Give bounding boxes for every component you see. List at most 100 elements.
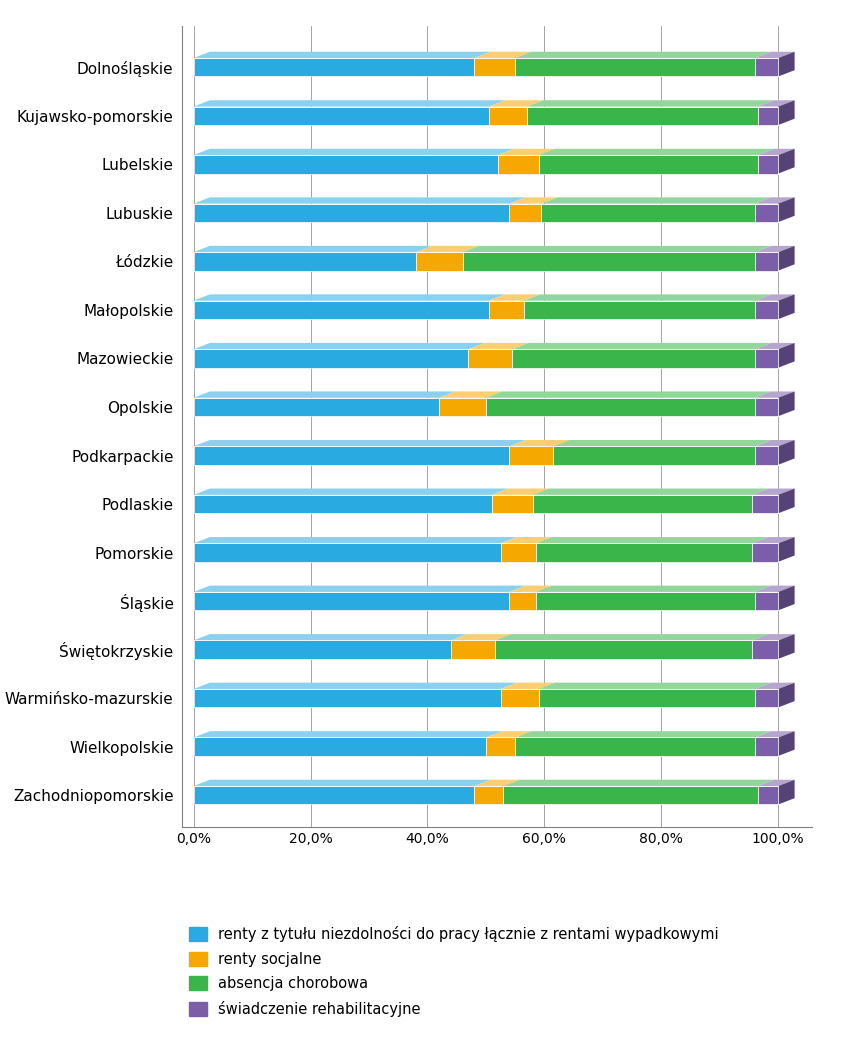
Polygon shape xyxy=(415,245,479,252)
Polygon shape xyxy=(489,294,541,301)
Polygon shape xyxy=(509,198,558,204)
Bar xyxy=(489,106,527,125)
Polygon shape xyxy=(758,780,794,786)
Bar xyxy=(489,301,524,319)
Bar xyxy=(194,446,509,465)
Polygon shape xyxy=(755,586,794,592)
Polygon shape xyxy=(778,682,794,707)
Polygon shape xyxy=(755,294,794,301)
Polygon shape xyxy=(489,100,543,106)
Polygon shape xyxy=(539,682,772,688)
Bar xyxy=(486,397,755,416)
Bar xyxy=(553,446,755,465)
Polygon shape xyxy=(553,440,772,446)
Polygon shape xyxy=(501,537,552,543)
Bar xyxy=(194,786,475,805)
Bar xyxy=(536,592,755,610)
Bar xyxy=(463,252,755,270)
Bar xyxy=(755,688,778,707)
Polygon shape xyxy=(539,149,774,155)
Polygon shape xyxy=(194,634,467,641)
Polygon shape xyxy=(778,149,794,174)
Polygon shape xyxy=(758,100,794,106)
Bar xyxy=(527,106,758,125)
Polygon shape xyxy=(527,100,774,106)
Bar xyxy=(509,204,541,223)
Polygon shape xyxy=(778,440,794,465)
Bar xyxy=(475,58,515,77)
Bar xyxy=(194,301,489,319)
Bar xyxy=(752,641,778,659)
Bar xyxy=(509,592,536,610)
Polygon shape xyxy=(512,343,772,349)
Bar xyxy=(194,688,501,707)
Bar xyxy=(539,155,758,174)
Bar xyxy=(495,641,752,659)
Polygon shape xyxy=(475,52,531,58)
Legend: renty z tytułu niezdolności do pracy łącznie z rentami wypadkowymi, renty socjal: renty z tytułu niezdolności do pracy łąc… xyxy=(190,927,719,1017)
Bar xyxy=(755,446,778,465)
Bar xyxy=(492,495,533,514)
Polygon shape xyxy=(755,391,794,397)
Bar xyxy=(755,349,778,368)
Polygon shape xyxy=(536,586,772,592)
Bar xyxy=(539,688,755,707)
Bar xyxy=(509,446,553,465)
Polygon shape xyxy=(194,780,491,786)
Polygon shape xyxy=(509,586,552,592)
Bar xyxy=(755,252,778,270)
Bar xyxy=(194,495,492,514)
Polygon shape xyxy=(194,343,485,349)
Bar xyxy=(194,58,475,77)
Polygon shape xyxy=(778,52,794,77)
Bar xyxy=(512,349,755,368)
Bar xyxy=(515,737,755,756)
Polygon shape xyxy=(752,634,794,641)
Polygon shape xyxy=(541,198,772,204)
Polygon shape xyxy=(778,731,794,756)
Bar xyxy=(497,155,539,174)
Polygon shape xyxy=(194,682,517,688)
Bar xyxy=(194,349,469,368)
Bar xyxy=(752,495,778,514)
Bar xyxy=(503,786,758,805)
Polygon shape xyxy=(755,731,794,737)
Polygon shape xyxy=(194,391,455,397)
Bar xyxy=(194,252,415,270)
Polygon shape xyxy=(463,245,772,252)
Bar xyxy=(515,58,755,77)
Polygon shape xyxy=(194,586,525,592)
Polygon shape xyxy=(486,731,531,737)
Bar xyxy=(758,786,778,805)
Bar xyxy=(194,397,439,416)
Polygon shape xyxy=(194,52,491,58)
Polygon shape xyxy=(778,586,794,610)
Polygon shape xyxy=(755,343,794,349)
Bar xyxy=(501,688,539,707)
Polygon shape xyxy=(755,52,794,58)
Polygon shape xyxy=(509,440,569,446)
Bar xyxy=(194,543,501,562)
Bar xyxy=(194,737,486,756)
Polygon shape xyxy=(536,537,768,543)
Polygon shape xyxy=(778,294,794,319)
Polygon shape xyxy=(752,537,794,543)
Polygon shape xyxy=(515,731,772,737)
Polygon shape xyxy=(194,731,503,737)
Polygon shape xyxy=(194,537,517,543)
Polygon shape xyxy=(194,198,525,204)
Bar xyxy=(755,204,778,223)
Bar xyxy=(541,204,755,223)
Polygon shape xyxy=(524,294,772,301)
Bar xyxy=(536,543,752,562)
Polygon shape xyxy=(194,245,432,252)
Bar xyxy=(755,58,778,77)
Bar xyxy=(758,106,778,125)
Bar xyxy=(524,301,755,319)
Bar xyxy=(475,786,503,805)
Bar xyxy=(486,737,515,756)
Bar xyxy=(755,592,778,610)
Polygon shape xyxy=(515,52,772,58)
Bar xyxy=(755,301,778,319)
Polygon shape xyxy=(469,343,529,349)
